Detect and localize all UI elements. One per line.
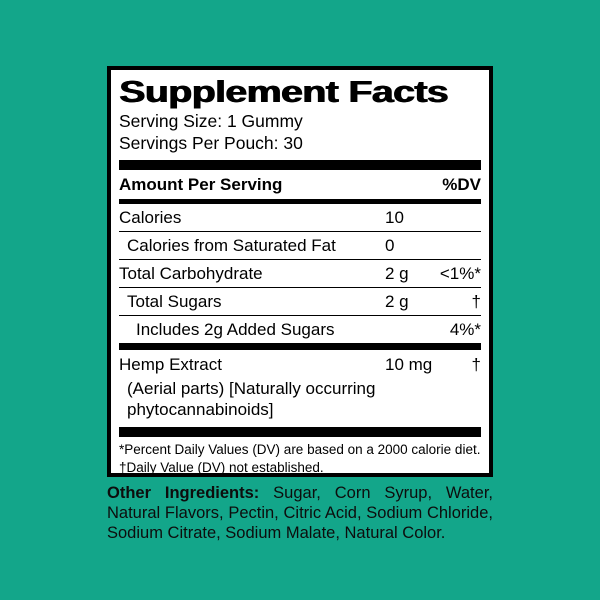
row-total-carbohydrate: Total Carbohydrate 2 g <1%* [119,259,481,287]
servings-per-pouch-line: Servings Per Pouch: 30 [119,132,303,153]
hemp-description-line: phytocannabinoids] [127,400,274,419]
footnotes: *Percent Daily Values (DV) are based on … [119,437,481,476]
other-ingredients-label: Other Ingredients: [107,484,260,502]
hemp-description-line: (Aerial parts) [Naturally occurring [127,379,376,398]
nutrient-name: Calories from Saturated Fat [127,236,336,255]
medium-divider [119,199,481,204]
nutrient-amount: 10 [385,208,404,227]
nutrient-amount: 2 g [385,292,409,311]
nutrient-name: Hemp Extract [119,355,222,374]
serving-size-line: Serving Size: 1 Gummy [119,111,303,131]
sub-divider [119,343,481,350]
row-calories: Calories 10 [119,204,481,231]
thick-divider-bottom [119,427,481,437]
nutrient-dv: <1%* [439,264,481,283]
row-hemp-extract: Hemp Extract 10 mg † [119,350,481,378]
nutrient-name: Calories [119,208,182,227]
amount-per-serving-header: Amount Per Serving [119,175,283,194]
other-ingredients-list: Sugar, Corn Syrup, Water, Natural Flavor… [107,484,493,542]
nutrient-amount: 10 mg [385,355,433,374]
nutrient-rows: Calories 10 Calories from Saturated Fat … [119,204,481,343]
nutrient-dv: † [471,355,481,374]
column-header-row: Amount Per Serving %DV [119,170,481,199]
nutrient-amount: 0 [385,236,395,255]
other-ingredients-paragraph: Other Ingredients: Sugar, Corn Syrup, Wa… [107,483,493,543]
row-total-sugars: Total Sugars 2 g † [119,287,481,315]
nutrient-dv: † [471,292,481,311]
supplement-facts-panel: Supplement Facts Serving Size: 1 Gummy S… [107,66,493,477]
nutrient-name: Includes 2g Added Sugars [136,320,335,339]
nutrient-dv: 4%* [449,320,481,339]
nutrient-name: Total Sugars [127,292,222,311]
nutrient-amount: 2 g [385,264,409,283]
row-added-sugars: Includes 2g Added Sugars 4%* [119,315,481,343]
footnote-percent-dv: *Percent Daily Values (DV) are based on … [119,442,481,457]
percent-dv-header: %DV [442,175,481,194]
thick-divider-top [119,160,481,170]
panel-title: Supplement Facts [119,74,449,109]
nutrient-name: Total Carbohydrate [119,264,263,283]
row-calories-from-saturated-fat: Calories from Saturated Fat 0 [119,231,481,259]
footnote-dagger: †Daily Value (DV) not established. [119,459,324,475]
